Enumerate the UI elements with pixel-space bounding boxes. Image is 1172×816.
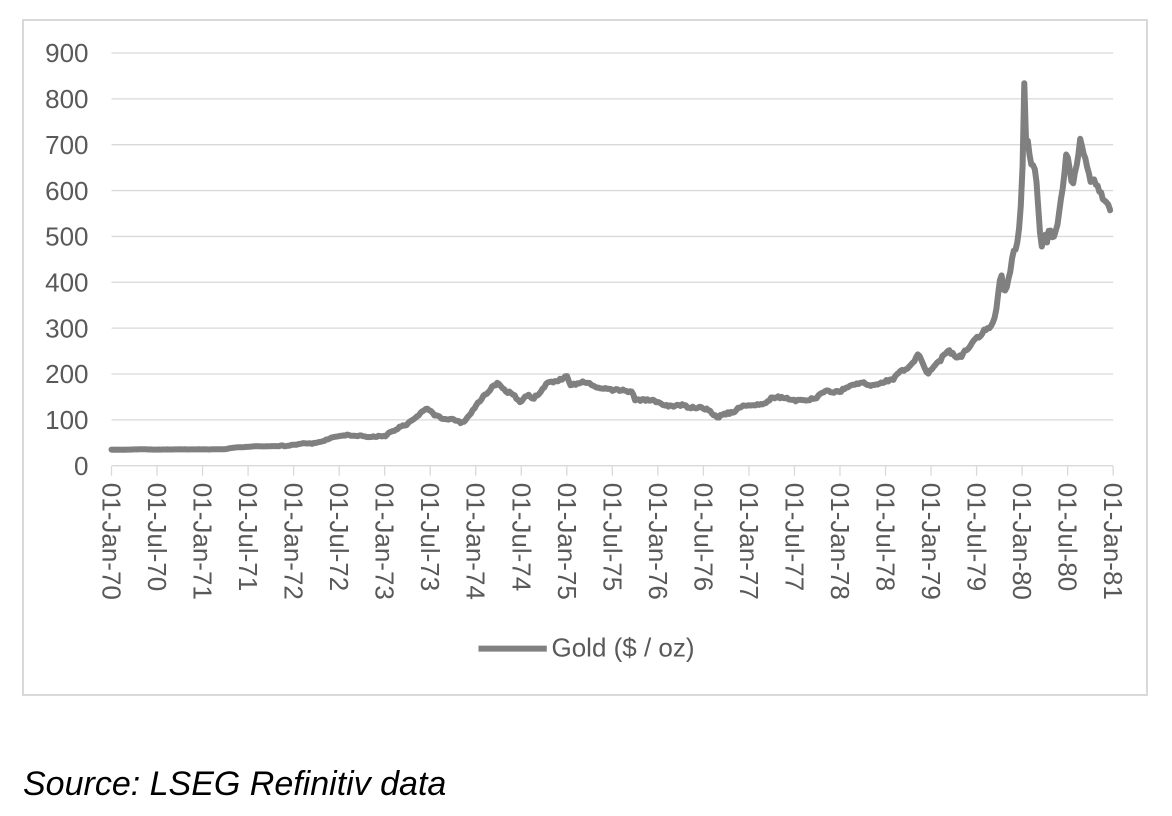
svg-text:500: 500 xyxy=(45,222,88,252)
svg-text:01-Jul-74: 01-Jul-74 xyxy=(506,483,536,591)
svg-text:100: 100 xyxy=(45,405,88,435)
svg-text:01-Jan-78: 01-Jan-78 xyxy=(825,483,855,600)
svg-text:01-Jul-79: 01-Jul-79 xyxy=(962,483,992,591)
svg-text:700: 700 xyxy=(45,130,88,160)
svg-text:900: 900 xyxy=(45,38,88,68)
svg-text:01-Jan-72: 01-Jan-72 xyxy=(279,483,309,600)
svg-text:01-Jul-72: 01-Jul-72 xyxy=(324,483,354,591)
svg-text:01-Jul-80: 01-Jul-80 xyxy=(1053,483,1083,591)
svg-text:01-Jan-76: 01-Jan-76 xyxy=(643,483,673,600)
svg-text:300: 300 xyxy=(45,313,88,343)
svg-text:01-Jan-70: 01-Jan-70 xyxy=(97,483,127,600)
svg-text:01-Jan-81: 01-Jan-81 xyxy=(1098,483,1128,600)
svg-text:01-Jul-77: 01-Jul-77 xyxy=(779,483,809,591)
svg-text:01-Jul-78: 01-Jul-78 xyxy=(871,483,901,591)
svg-text:800: 800 xyxy=(45,84,88,114)
svg-text:600: 600 xyxy=(45,176,88,206)
svg-text:01-Jul-71: 01-Jul-71 xyxy=(233,483,263,591)
svg-text:01-Jan-80: 01-Jan-80 xyxy=(1007,483,1037,600)
svg-text:01-Jan-75: 01-Jan-75 xyxy=(552,483,582,600)
svg-text:Gold ($ / oz): Gold ($ / oz) xyxy=(552,633,695,663)
svg-text:01-Jul-76: 01-Jul-76 xyxy=(688,483,718,591)
svg-text:01-Jan-79: 01-Jan-79 xyxy=(916,483,946,600)
svg-text:400: 400 xyxy=(45,268,88,298)
svg-text:01-Jan-74: 01-Jan-74 xyxy=(461,483,491,600)
svg-text:01-Jul-70: 01-Jul-70 xyxy=(142,483,172,591)
svg-text:01-Jul-73: 01-Jul-73 xyxy=(415,483,445,591)
svg-text:Source: LSEG Refinitiv data: Source: LSEG Refinitiv data xyxy=(23,765,446,803)
svg-text:01-Jan-73: 01-Jan-73 xyxy=(370,483,400,600)
svg-text:01-Jan-77: 01-Jan-77 xyxy=(734,483,764,600)
svg-text:01-Jan-71: 01-Jan-71 xyxy=(188,483,218,600)
svg-text:0: 0 xyxy=(74,451,88,481)
svg-text:200: 200 xyxy=(45,359,88,389)
svg-text:01-Jul-75: 01-Jul-75 xyxy=(597,483,627,591)
